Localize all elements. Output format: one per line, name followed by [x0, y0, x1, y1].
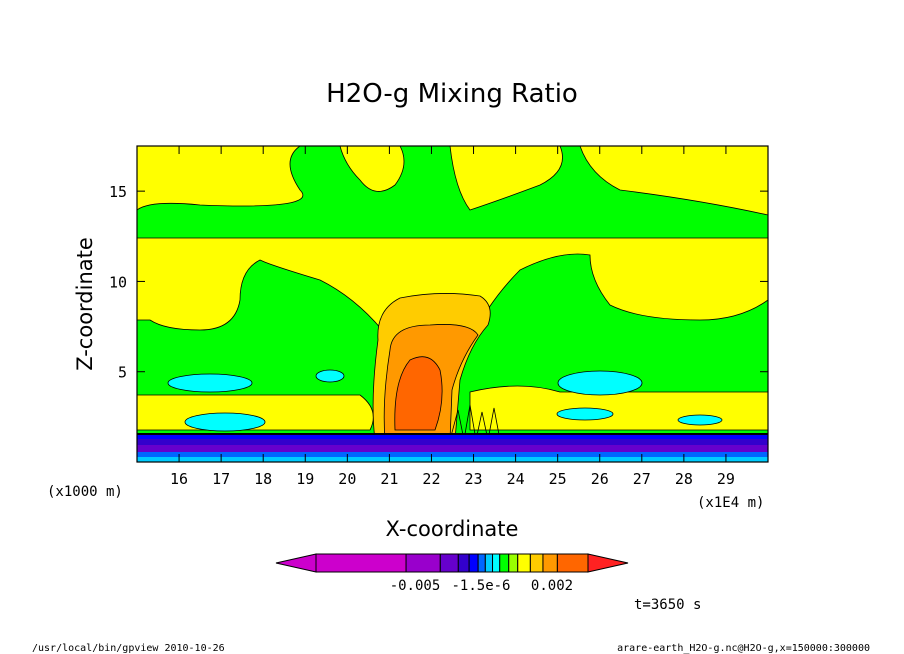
contour-yellow-upper-left: [137, 146, 304, 211]
x-tick-label: 29: [717, 470, 735, 488]
x-tick-label: 16: [170, 470, 188, 488]
x-tick-label: 24: [507, 470, 525, 488]
x-ticks: 16 17 18 19 20 21 22 23 24 25 26 27 28 29: [170, 146, 735, 488]
contour-cyan-3: [315, 369, 345, 383]
x-tick-label: 21: [380, 470, 398, 488]
colorbar-label-3: 0.002: [531, 578, 573, 594]
colorbar: [275, 553, 629, 573]
colorbar-right-arrow: [587, 553, 629, 573]
x-tick-label: 20: [338, 470, 356, 488]
x-units-right: (x1E4 m): [697, 495, 764, 511]
contour-yellow-upper-mid: [339, 146, 405, 192]
colorbar-cell: [468, 553, 479, 573]
contour-cyan-4: [557, 370, 643, 396]
colorbar-cell: [508, 553, 519, 573]
y-tick-label: 10: [109, 273, 127, 291]
x-tick-label: 26: [591, 470, 609, 488]
footer-right: arare-earth_H2O-g.nc@H2O-g,x=150000:3000…: [617, 643, 870, 654]
y-axis-label: Z-coordinate: [73, 237, 97, 371]
colorbar-label-2: -1.5e-6: [451, 578, 510, 594]
x-tick-label: 18: [254, 470, 272, 488]
layer-purple: [137, 445, 768, 452]
contour-orange-dark: [394, 356, 443, 431]
y-tick-label: 5: [118, 364, 127, 382]
x-axis-label: X-coordinate: [386, 517, 519, 541]
layer-mid-blue: [137, 452, 768, 457]
colorbar-cell: [457, 553, 470, 573]
y-ticks: 5 10 15: [109, 183, 768, 382]
footer-left: /usr/local/bin/gpview 2010-10-26: [32, 643, 225, 654]
colorbar-cell: [439, 553, 459, 573]
contour-yellow-upper-right: [579, 146, 768, 216]
x-units-left: (x1000 m): [47, 484, 123, 500]
y-tick-label: 15: [109, 183, 127, 201]
colorbar-cell: [484, 553, 494, 573]
x-tick-label: 22: [422, 470, 440, 488]
layer-blue: [137, 434, 768, 439]
chart-title: H2O-g Mixing Ratio: [326, 79, 578, 109]
x-tick-label: 19: [296, 470, 314, 488]
colorbar-cell: [405, 553, 441, 573]
colorbar-cell: [499, 553, 510, 573]
contour-yellow-upper-center: [449, 146, 563, 211]
colorbar-cell: [492, 553, 501, 573]
colorbar-cells: [315, 553, 589, 573]
colorbar-left-arrow: [275, 553, 317, 573]
colorbar-label-1: -0.005: [390, 578, 441, 594]
colorbar-cell: [529, 553, 544, 573]
x-tick-label: 23: [465, 470, 483, 488]
x-tick-label: 25: [549, 470, 567, 488]
contour-cyan-2: [184, 412, 266, 432]
plot-area: 16 17 18 19 20 21 22 23 24 25 26 27 28 29 5 10 15: [109, 145, 769, 488]
colorbar-cell: [477, 553, 486, 573]
time-label: t=3650 s: [634, 597, 701, 613]
x-tick-label: 28: [675, 470, 693, 488]
contour-cyan-5: [556, 407, 614, 421]
layer-cyan: [137, 457, 768, 462]
x-tick-label: 17: [212, 470, 230, 488]
colorbar-cell: [517, 553, 531, 573]
contour-cyan-6: [677, 414, 723, 426]
colorbar-cell: [315, 553, 407, 573]
colorbar-cell: [542, 553, 558, 573]
layer-indigo: [137, 439, 768, 445]
x-tick-label: 27: [633, 470, 651, 488]
plot-frame: [136, 145, 769, 463]
contour-cyan-1: [167, 373, 253, 393]
colorbar-cell: [556, 553, 589, 573]
